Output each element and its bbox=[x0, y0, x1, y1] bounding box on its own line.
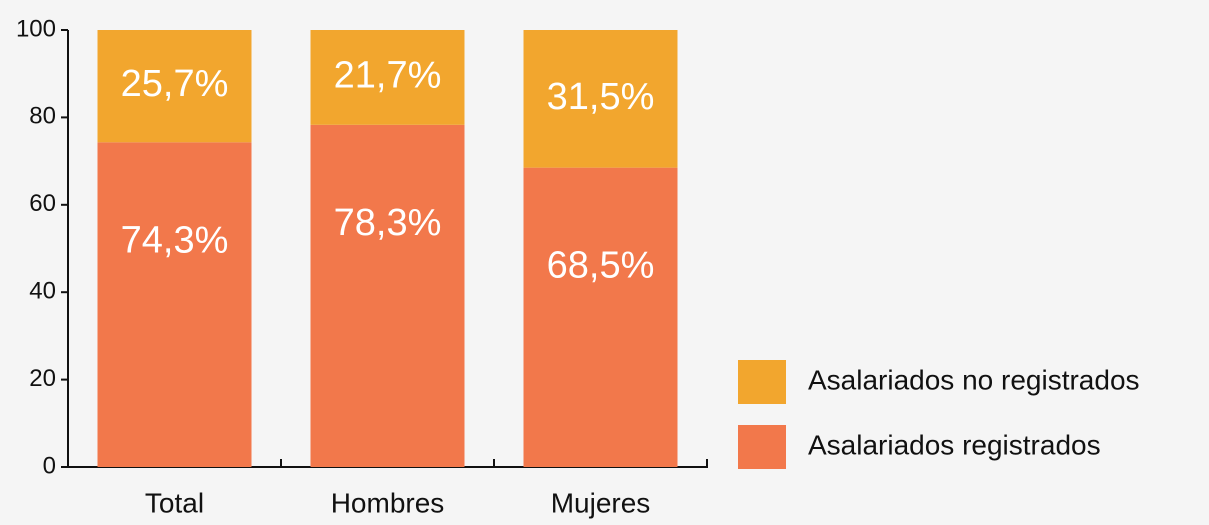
legend-label: Asalariados registrados bbox=[808, 429, 1101, 460]
bar-segment bbox=[310, 124, 465, 467]
bar-segment bbox=[97, 142, 252, 467]
value-label: 78,3% bbox=[334, 202, 442, 244]
bar-segment bbox=[523, 30, 678, 168]
y-tick-label: 0 bbox=[43, 452, 56, 479]
y-tick-label: 100 bbox=[16, 15, 56, 42]
bar-segment bbox=[523, 167, 678, 467]
x-tick-label: Mujeres bbox=[551, 487, 651, 518]
y-tick-label: 40 bbox=[29, 278, 56, 305]
x-tick-label: Total bbox=[145, 487, 204, 518]
bar-segment bbox=[97, 30, 252, 143]
value-label: 68,5% bbox=[547, 245, 655, 287]
legend-swatch bbox=[738, 360, 786, 404]
value-label: 74,3% bbox=[121, 219, 229, 261]
bar-segment bbox=[310, 30, 465, 125]
legend-swatch bbox=[738, 425, 786, 469]
y-tick-label: 80 bbox=[29, 103, 56, 130]
value-label: 25,7% bbox=[121, 63, 229, 105]
y-tick-label: 20 bbox=[29, 365, 56, 392]
value-label: 21,7% bbox=[334, 54, 442, 96]
y-tick-label: 60 bbox=[29, 190, 56, 217]
value-label: 31,5% bbox=[547, 76, 655, 118]
x-tick-label: Hombres bbox=[331, 487, 445, 518]
legend-label: Asalariados no registrados bbox=[808, 364, 1140, 395]
